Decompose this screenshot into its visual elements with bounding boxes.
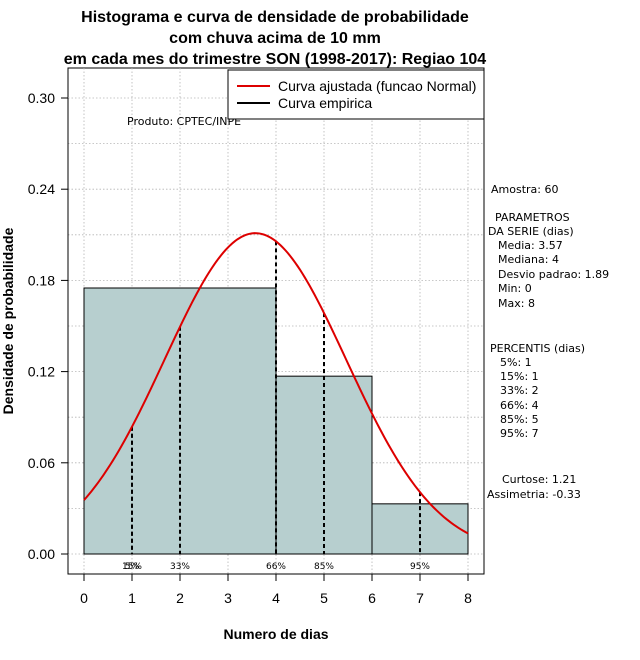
- x-tick-label: 7: [416, 590, 424, 606]
- stat-amostra: Amostra: 60: [491, 183, 558, 196]
- stat-parametros-title: PARAMETROS: [495, 211, 570, 224]
- stat-media: Media: 3.57: [498, 239, 563, 252]
- percentile-label-4: 85%: [314, 562, 334, 572]
- stat-p95: 95%: 7: [500, 427, 539, 440]
- x-tick-label: 8: [464, 590, 472, 606]
- normal-curve-group: [83, 232, 469, 535]
- chart-title-line-3: em cada mes do trimestre SON (1998-2017)…: [64, 51, 487, 68]
- stat-curtose: Curtose: 1.21: [502, 473, 576, 486]
- x-tick-label: 2: [176, 590, 184, 606]
- normal-curve: [83, 232, 469, 535]
- credit-text: Produto: CPTEC/INPE: [127, 115, 241, 128]
- y-tick-label: 0.06: [28, 455, 55, 471]
- percentile-label-5: 95%: [410, 562, 430, 572]
- stat-desvio: Desvio padrao: 1.89: [498, 268, 609, 281]
- percentile-labels: 5%15% 33% 66% 85% 95%: [122, 562, 430, 572]
- stat-p85: 85%: 5: [500, 413, 539, 426]
- y-tick-label: 0.12: [28, 364, 55, 380]
- y-tick-label: 0.30: [28, 90, 55, 106]
- percentile-label-2: 33%: [170, 562, 190, 572]
- stat-p66: 66%: 4: [500, 399, 539, 412]
- stat-mediana: Mediana: 4: [498, 253, 559, 266]
- stat-p33: 33%: 2: [500, 384, 539, 397]
- histogram-bar-1: [275, 375, 373, 555]
- stat-p5: 5%: 1: [500, 356, 532, 369]
- x-axis-label: Numero de dias: [223, 626, 328, 642]
- legend-label-fitted: Curva ajustada (funcao Normal): [278, 78, 476, 94]
- percentile-label-0: 5%: [125, 562, 140, 572]
- stat-percentis-title: PERCENTIS (dias): [490, 342, 585, 355]
- chart-title-line-1: Histograma e curva de densidade de proba…: [81, 9, 469, 26]
- x-tick-label: 5: [320, 590, 328, 606]
- stat-p15: 15%: 1: [500, 370, 539, 383]
- percentile-lines: [131, 241, 421, 554]
- chart-title-line-2: com chuva acima de 10 mm: [169, 30, 381, 47]
- y-axis-label: Densidade de probabilidade: [0, 227, 16, 414]
- x-tick-label: 3: [224, 590, 232, 606]
- y-tick-label: 0.18: [28, 272, 55, 288]
- stat-assimetria: Assimetria: -0.33: [487, 488, 581, 501]
- y-tick-label: 0.24: [28, 181, 55, 197]
- x-axis: 0 1 2 3 4 5 6 7 8: [80, 573, 472, 606]
- y-axis: 0.00 0.06 0.12 0.18 0.24 0.30: [28, 90, 69, 562]
- legend: Curva ajustada (funcao Normal) Curva emp…: [227, 69, 485, 120]
- y-tick-label: 0.00: [28, 546, 55, 562]
- x-tick-label: 4: [272, 590, 280, 606]
- legend-box: [227, 69, 485, 120]
- percentile-label-3: 66%: [266, 562, 286, 572]
- x-tick-label: 1: [128, 590, 136, 606]
- stat-min: Min: 0: [498, 282, 532, 295]
- stat-parametros-subtitle: DA SERIE (dias): [488, 225, 574, 238]
- stat-max: Max: 8: [498, 297, 535, 310]
- percentile-label-1: 15%: [122, 562, 142, 572]
- legend-label-empirical: Curva empirica: [278, 95, 372, 111]
- statistics-panel: Amostra: 60 PARAMETROS DA SERIE (dias) M…: [487, 183, 609, 501]
- x-tick-label: 6: [368, 590, 376, 606]
- x-tick-label: 0: [80, 590, 88, 606]
